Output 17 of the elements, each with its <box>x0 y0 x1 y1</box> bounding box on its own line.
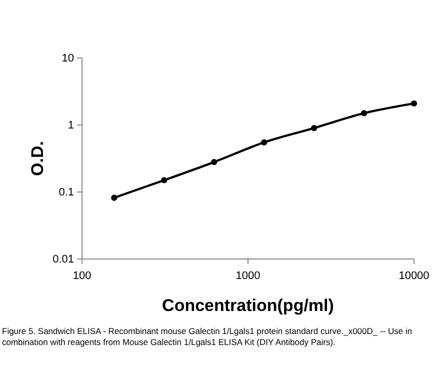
y-tick-label: 10 <box>62 52 74 65</box>
y-tick-label: 1 <box>68 120 74 132</box>
point <box>111 194 118 201</box>
y-axis-title: O.D. <box>28 141 47 176</box>
point <box>211 158 218 166</box>
x-tick-label: 100 <box>72 270 92 282</box>
caption: Figure 5. Sandwich ELISA - Recombinant mouse Galectin 1/Lgals1 protein standard curve._x000D_ -- Use in combination with reagents from Mouse Galectin 1/Lgals1 ELISA Kit (DIY Antibody Pairs). <box>2 326 414 348</box>
point <box>360 110 368 116</box>
y-tick-label: 0.1 <box>58 186 74 199</box>
y-tick-label: 0.01 <box>52 254 74 266</box>
point <box>410 100 418 106</box>
point <box>260 139 268 146</box>
x-axis-title: Concentration(pg/ml) <box>162 296 334 315</box>
x-tick-label: 10000 <box>398 270 430 282</box>
point <box>161 177 168 184</box>
point <box>310 124 318 132</box>
x-tick-label: 1000 <box>236 270 260 282</box>
